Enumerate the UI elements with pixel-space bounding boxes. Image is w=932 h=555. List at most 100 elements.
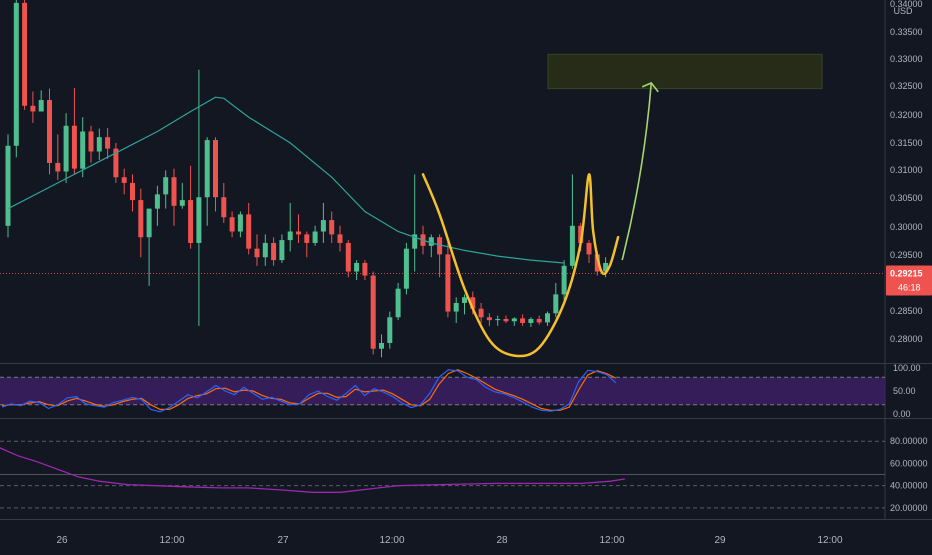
candle-body	[536, 318, 542, 323]
candle	[96, 128, 102, 161]
candle	[5, 134, 11, 238]
candle	[105, 128, 111, 159]
candle	[146, 208, 152, 286]
osc-tick-label: 80.00000	[890, 436, 928, 446]
candle-body	[63, 125, 69, 172]
price-tick-label: 0.30000	[890, 222, 923, 232]
price-tick-label: 0.32500	[890, 81, 923, 91]
candle	[304, 231, 310, 258]
cup-and-handle-drawing	[421, 173, 620, 358]
candle	[511, 317, 517, 326]
candle-body	[204, 140, 210, 198]
candle	[345, 240, 351, 278]
candle	[88, 125, 94, 163]
candle	[536, 315, 542, 325]
candle-body	[113, 148, 119, 178]
candle	[271, 237, 277, 266]
candle	[437, 234, 443, 278]
candle	[395, 282, 401, 321]
candle-body	[354, 262, 360, 272]
price-tick-label: 0.31500	[890, 138, 923, 148]
candle-body	[403, 248, 409, 289]
candle-body	[254, 248, 260, 258]
candle-body	[395, 288, 401, 318]
candle-body	[553, 294, 559, 314]
candle	[462, 294, 467, 315]
time-tick-label: 12:00	[379, 535, 404, 546]
candle-body	[387, 317, 393, 343]
candle	[370, 271, 376, 355]
current-price-label: 0.29215	[890, 269, 923, 279]
price-pane[interactable]	[0, 0, 885, 358]
candle	[503, 315, 509, 323]
price-axis-currency: USD	[893, 6, 913, 16]
candle	[47, 88, 52, 175]
candle-body	[603, 262, 609, 272]
price-tick-label: 0.31000	[890, 165, 923, 175]
candle	[412, 174, 418, 272]
candle	[22, 0, 28, 110]
candle-body	[179, 200, 185, 206]
candle-body	[171, 177, 177, 206]
candle	[337, 225, 343, 252]
candle	[254, 234, 260, 266]
candle-body	[486, 317, 492, 321]
candle	[63, 113, 69, 183]
price-tick-label: 0.34000	[890, 0, 923, 9]
candle-body	[503, 318, 509, 322]
candle	[171, 168, 177, 226]
time-tick-label: 28	[496, 535, 508, 546]
candle	[586, 240, 592, 263]
candle-body	[379, 342, 384, 349]
target-zone	[547, 53, 823, 90]
candle-body	[320, 220, 326, 232]
time-tick-label: 29	[714, 535, 726, 546]
candle	[246, 202, 252, 255]
candle	[453, 297, 459, 323]
candle	[486, 313, 492, 326]
candle-body	[561, 265, 567, 295]
candle-body	[445, 254, 451, 312]
time-tick-label: 12:00	[159, 535, 184, 546]
price-tick-label: 0.28000	[890, 334, 923, 344]
candle	[163, 170, 169, 209]
moving-average-line	[7, 96, 565, 264]
candle-body	[47, 100, 52, 163]
candle	[329, 211, 335, 243]
candle-body	[428, 237, 434, 246]
candle	[354, 260, 360, 281]
breakout-arrowhead	[641, 82, 659, 93]
candle-body	[586, 242, 592, 255]
candle-body	[88, 131, 94, 152]
candle-body	[96, 137, 102, 152]
candle	[495, 315, 501, 326]
candle	[312, 225, 318, 246]
oscillator-pane[interactable]	[0, 440, 885, 509]
candle	[528, 317, 534, 327]
candle-body	[80, 131, 86, 169]
candle-body	[279, 240, 285, 261]
candle-body	[146, 208, 152, 238]
candle	[196, 69, 202, 326]
candle	[379, 334, 384, 358]
time-axis[interactable]: 26 12:00 27 12:00 28 12:00 29 12:00	[56, 535, 843, 546]
candle-body	[154, 194, 160, 209]
candle-body	[71, 125, 77, 169]
candle	[229, 211, 235, 238]
candle	[569, 174, 575, 269]
candle-body	[121, 177, 127, 183]
time-tick-label: 27	[277, 535, 289, 546]
candle-body	[437, 237, 443, 255]
candle-body	[345, 242, 351, 272]
candle-body	[578, 225, 584, 243]
candle	[428, 234, 434, 258]
candle-body	[412, 234, 418, 249]
stochastic-rsi-pane[interactable]	[0, 369, 885, 413]
candle	[113, 142, 119, 183]
candle-body	[38, 100, 44, 112]
stoch-band	[0, 377, 885, 405]
